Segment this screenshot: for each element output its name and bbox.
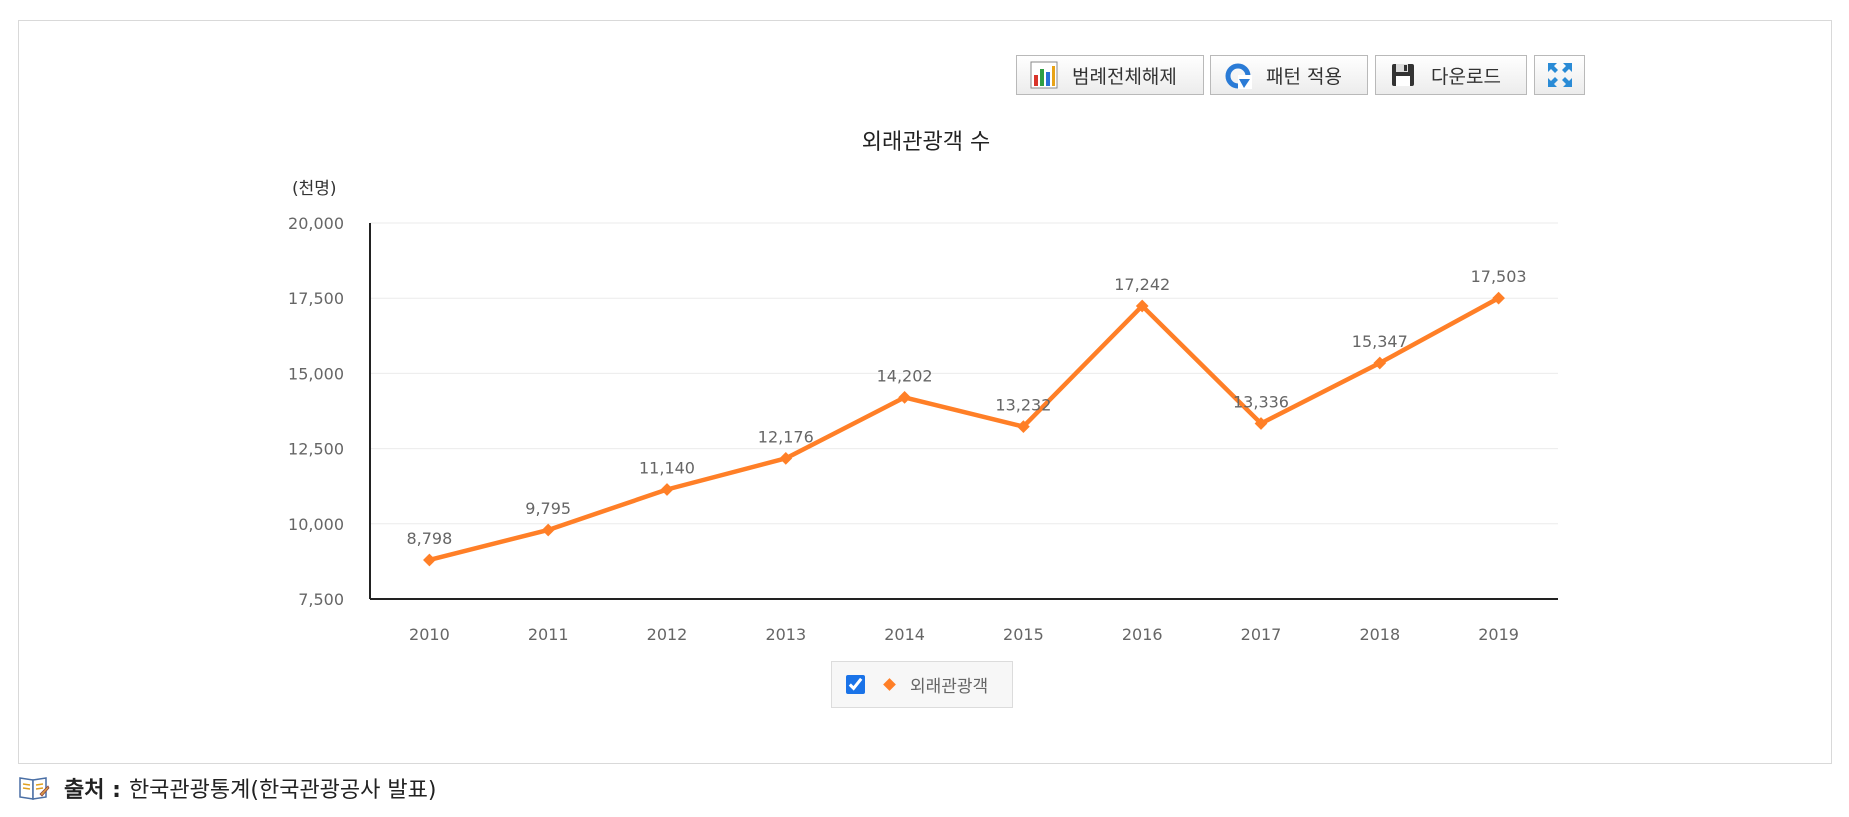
data-label: 13,232 [995, 396, 1051, 415]
download-label: 다운로드 [1431, 65, 1501, 88]
grid-lines [370, 222, 1558, 525]
data-label: 17,242 [1114, 275, 1170, 294]
y-tick-label: 17,500 [288, 289, 344, 308]
data-label: 13,336 [1233, 392, 1289, 411]
series-line [428, 296, 1500, 563]
floppy-disk-icon [1392, 64, 1414, 86]
x-tick-label: 2016 [1122, 625, 1163, 644]
book-icon [19, 777, 50, 800]
x-tick-label: 2019 [1478, 625, 1519, 644]
chart-panel [18, 20, 1832, 764]
data-label: 11,140 [639, 459, 695, 478]
x-tick-label: 2015 [1003, 625, 1044, 644]
x-tick-label: 2014 [884, 625, 925, 644]
apply-pattern-label: 패턴 적용 [1266, 65, 1342, 88]
data-label: 14,202 [877, 366, 933, 385]
x-tick-label: 2017 [1241, 625, 1282, 644]
y-tick-label: 10,000 [288, 515, 344, 534]
source-label: 출처 : [64, 778, 121, 803]
data-labels: 8,798 9,795 11,140 12,176 14,202 13,232 17,242… [406, 267, 1526, 548]
data-point[interactable] [423, 553, 436, 567]
y-tick-label: 7,500 [298, 590, 344, 609]
x-tick-label: 2012 [647, 625, 688, 644]
x-tick-label: 2018 [1359, 625, 1400, 644]
data-point[interactable] [541, 523, 555, 537]
x-tick-label: 2011 [528, 625, 569, 644]
axes [369, 223, 1558, 600]
y-tick-label: 12,500 [288, 440, 344, 459]
apply-pattern-button[interactable]: 패턴 적용 [1210, 55, 1368, 95]
refresh-icon [1225, 63, 1252, 89]
download-button[interactable]: 다운로드 [1375, 55, 1527, 95]
legend-series-label: 외래관광객 [910, 677, 989, 697]
chart-title: 외래관광객 수 [862, 130, 990, 155]
source-text: 한국관광통계(한국관광공사 발표) [128, 778, 437, 803]
y-tick-labels: 7,500 10,000 12,500 15,000 17,500 20,000 [288, 214, 344, 609]
x-tick-label: 2010 [409, 625, 450, 644]
legend-series-checkbox[interactable] [846, 675, 865, 694]
data-label: 9,795 [525, 499, 571, 518]
series-line-group [423, 291, 1505, 567]
y-axis-unit-label: (천명) [292, 179, 337, 199]
data-label: 17,503 [1471, 267, 1527, 286]
legend-diamond-marker-icon [883, 678, 896, 691]
y-tick-label: 15,000 [288, 364, 344, 383]
chart-legend: 외래관광객 [831, 661, 1013, 708]
data-label: 8,798 [406, 529, 452, 548]
x-tick-labels: 2010 2011 2012 2013 2014 2015 2016 2017 2018 2019 [409, 625, 1519, 644]
fullscreen-button[interactable] [1534, 55, 1585, 95]
legend-toggle-all-label: 범례전체해제 [1072, 65, 1177, 88]
data-point[interactable] [660, 483, 674, 496]
source-note: 출처 : 한국관광통계(한국관광공사 발표) [18, 773, 436, 803]
data-label: 12,176 [758, 427, 814, 446]
data-label: 15,347 [1352, 332, 1408, 351]
legend-toggle-all-button[interactable]: 범례전체해제 [1016, 55, 1204, 95]
y-tick-label: 20,000 [288, 214, 344, 233]
bar-chart-icon [1030, 61, 1058, 89]
expand-icon [1547, 63, 1572, 87]
x-tick-label: 2013 [765, 625, 806, 644]
